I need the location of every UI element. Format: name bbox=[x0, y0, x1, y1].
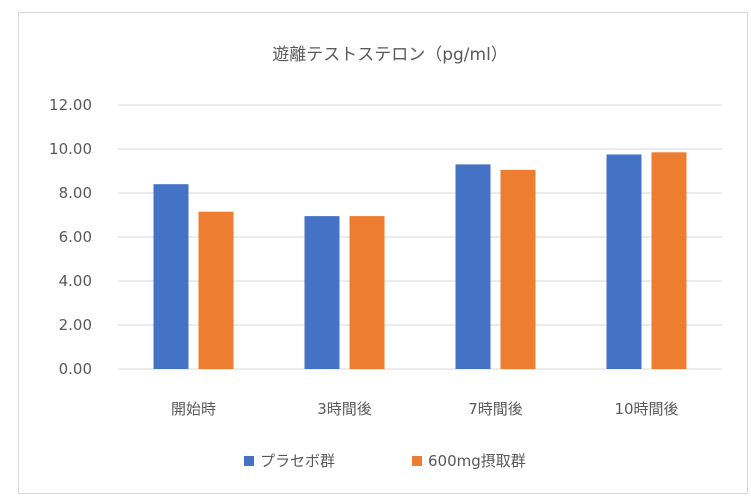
bar-placebo-2 bbox=[455, 164, 491, 369]
x-tick-label: 7時間後 bbox=[468, 400, 523, 418]
x-axis-tick-labels: 開始時 3時間後 7時間後 10時間後 bbox=[171, 400, 679, 418]
chart-title: 遊離テストステロン（pg/ml） bbox=[272, 45, 508, 65]
legend-label-1: 600mg摂取群 bbox=[428, 452, 526, 470]
x-tick-label: 3時間後 bbox=[317, 400, 372, 418]
bar-dose-0 bbox=[198, 211, 234, 369]
legend-swatch-0 bbox=[244, 456, 254, 466]
y-tick-label: 12.00 bbox=[49, 96, 92, 114]
y-tick-label: 8.00 bbox=[59, 184, 92, 202]
bar-dose-3 bbox=[651, 152, 687, 369]
y-tick-label: 6.00 bbox=[59, 228, 92, 246]
bar-placebo-0 bbox=[153, 184, 189, 369]
legend-swatch-1 bbox=[412, 456, 422, 466]
y-tick-label: 2.00 bbox=[59, 316, 92, 334]
y-tick-label: 4.00 bbox=[59, 272, 92, 290]
bar-dose-2 bbox=[500, 169, 536, 369]
x-tick-label: 10時間後 bbox=[614, 400, 678, 418]
y-axis-tick-labels: 0.00 2.00 4.00 6.00 8.00 10.00 12.00 bbox=[49, 96, 92, 378]
bar-placebo-3 bbox=[606, 154, 642, 369]
y-tick-label: 0.00 bbox=[59, 360, 92, 378]
bars bbox=[153, 152, 687, 369]
x-tick-label: 開始時 bbox=[171, 400, 216, 418]
legend: プラセボ群 600mg摂取群 bbox=[244, 452, 526, 470]
bar-placebo-1 bbox=[304, 216, 340, 369]
legend-label-0: プラセボ群 bbox=[260, 452, 335, 470]
y-tick-label: 10.00 bbox=[49, 140, 92, 158]
bar-dose-1 bbox=[349, 216, 385, 369]
